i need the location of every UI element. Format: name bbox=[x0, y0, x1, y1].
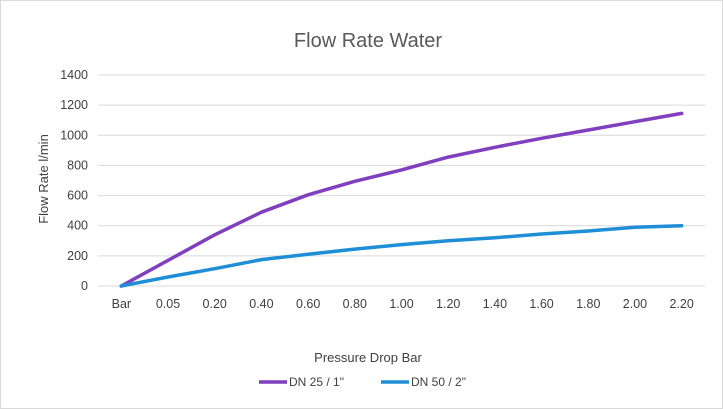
x-tick-label: 0.80 bbox=[343, 297, 367, 311]
y-tick-label: 800 bbox=[67, 158, 88, 172]
x-tick-label: 1.40 bbox=[483, 297, 507, 311]
legend-label-1: DN 25 / 1" bbox=[289, 375, 344, 389]
y-tick-label: 0 bbox=[81, 279, 88, 293]
y-tick-label: 600 bbox=[67, 189, 88, 203]
y-axis-ticks: 0 200 400 600 800 1000 1200 1400 bbox=[60, 68, 88, 293]
y-tick-label: 1400 bbox=[60, 68, 88, 82]
x-tick-label: 0.20 bbox=[203, 297, 227, 311]
x-tick-label: 0.05 bbox=[156, 297, 180, 311]
series-lines bbox=[119, 111, 684, 288]
y-tick-label: 200 bbox=[67, 249, 88, 263]
series-line-1 bbox=[119, 111, 684, 288]
chart-title: Flow Rate Water bbox=[294, 30, 443, 52]
x-tick-label: 0.60 bbox=[296, 297, 320, 311]
x-tick-label: 2.20 bbox=[669, 297, 693, 311]
x-tick-label: 1.20 bbox=[436, 297, 460, 311]
x-tick-label: 1.80 bbox=[576, 297, 600, 311]
y-tick-label: 1200 bbox=[60, 98, 88, 112]
x-tick-label: 1.00 bbox=[389, 297, 413, 311]
x-tick-label: 0.40 bbox=[249, 297, 273, 311]
y-tick-label: 400 bbox=[67, 219, 88, 233]
x-tick-label: Bar bbox=[112, 297, 131, 311]
series-line-2 bbox=[119, 223, 684, 288]
x-tick-label: 1.60 bbox=[529, 297, 553, 311]
x-axis-ticks: Bar 0.05 0.20 0.40 0.60 0.80 1.00 1.20 1.40 1.60 1… bbox=[112, 297, 694, 311]
x-tick-label: 2.00 bbox=[623, 297, 647, 311]
y-axis-label: Flow Rate l/min bbox=[36, 134, 51, 224]
legend: DN 25 / 1" DN 50 / 2" bbox=[259, 375, 466, 389]
gridlines bbox=[98, 74, 705, 287]
legend-label-2: DN 50 / 2" bbox=[411, 375, 466, 389]
x-axis-label: Pressure Drop Bar bbox=[314, 350, 422, 365]
y-tick-label: 1000 bbox=[60, 128, 88, 142]
